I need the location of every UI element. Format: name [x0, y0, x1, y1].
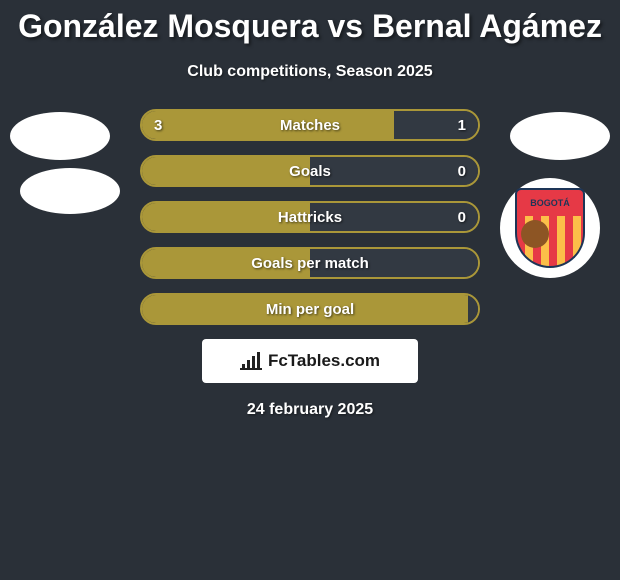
stat-label: Min per goal: [142, 295, 478, 323]
chart-icon: [240, 352, 262, 370]
stat-row: Hattricks0: [140, 201, 480, 233]
player-right-avatar: [510, 112, 610, 160]
shield-label: BOGOTÁ: [515, 188, 585, 216]
date-text: 24 february 2025: [0, 401, 620, 419]
stat-value-right: 0: [458, 157, 466, 185]
stat-label: Goals per match: [142, 249, 478, 277]
club-left-badge: [20, 168, 120, 214]
stat-row: Goals per match: [140, 247, 480, 279]
shield-icon: BOGOTÁ: [515, 188, 585, 268]
source-logo: FcTables.com: [202, 339, 418, 383]
page-title: González Mosquera vs Bernal Agámez: [0, 0, 620, 45]
stats-container: Matches31Goals0Hattricks0Goals per match…: [140, 109, 480, 325]
stat-row: Matches3 1: [140, 109, 480, 141]
stat-row: Goals0: [140, 155, 480, 187]
subtitle: Club competitions, Season 2025: [0, 63, 620, 81]
stat-value-right: 0: [458, 203, 466, 231]
player-left-avatar: [10, 112, 110, 160]
stat-value-right: 1: [458, 111, 466, 139]
club-right-badge: BOGOTÁ: [500, 178, 600, 278]
stat-label: Goals: [142, 157, 478, 185]
stat-row: Min per goal: [140, 293, 480, 325]
logo-text: FcTables.com: [268, 351, 380, 371]
stat-label: Matches: [142, 111, 478, 139]
stat-value-left: 3: [154, 111, 162, 139]
stat-label: Hattricks: [142, 203, 478, 231]
